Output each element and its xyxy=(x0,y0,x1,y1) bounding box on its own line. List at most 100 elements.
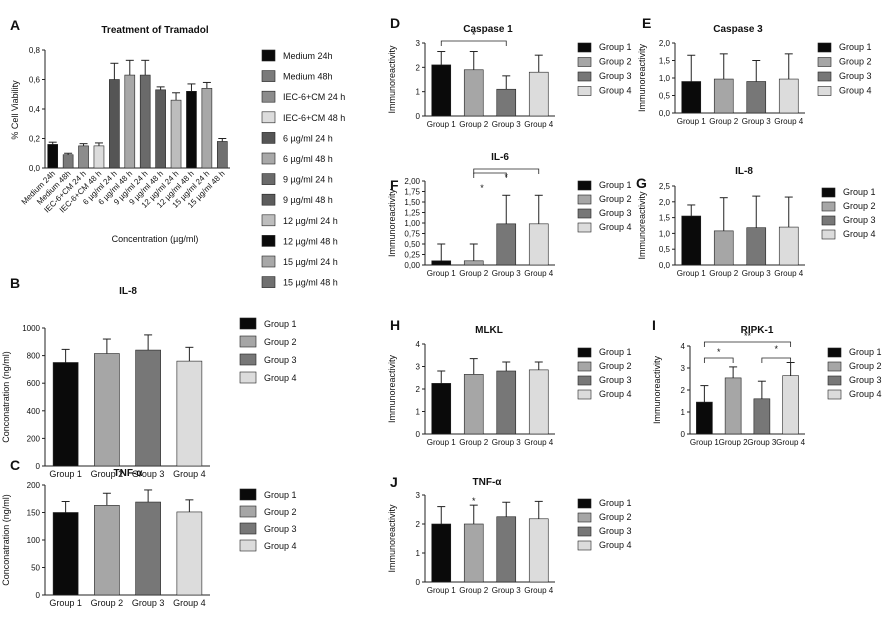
x-axis-label-a: Concentration (µg/ml) xyxy=(112,234,199,244)
bar-a-12 xyxy=(216,141,228,169)
legend-swatch xyxy=(817,57,832,67)
y-axis-label-e: Immunoreactivity xyxy=(637,43,647,112)
panel-c: C TNF-α 0 50 100 150 200 Conconatration (ng/ml)… xyxy=(1,457,297,608)
y-tick-label: 3 xyxy=(681,364,686,373)
x-tick-label: Group 4 xyxy=(774,117,803,126)
legend-swatch xyxy=(239,317,257,330)
y-tick-label: 1,50 xyxy=(404,198,420,207)
significance-bracket xyxy=(703,341,792,347)
bar-d-1 xyxy=(431,64,452,117)
x-tick-label: Group 2 xyxy=(459,269,488,278)
legend-label: Group 4 xyxy=(599,389,632,399)
panel-label-f: F xyxy=(390,177,399,193)
x-tick-label: Group 4 xyxy=(524,269,553,278)
x-tick-label: Group 1 xyxy=(427,269,456,278)
x-tick-label: Group 1 xyxy=(49,469,82,479)
significance-bracket xyxy=(473,168,540,174)
legend-swatch xyxy=(261,70,276,82)
y-axis-label-h: Immunoreactivity xyxy=(387,354,397,423)
legend-label: Group 4 xyxy=(599,540,632,550)
y-axis-label-j: Immunoreactivity xyxy=(387,504,397,573)
bar-a-9 xyxy=(170,99,182,169)
x-tick-label: Group 4 xyxy=(173,598,206,608)
bar-h-2 xyxy=(463,374,484,435)
legend-swatch xyxy=(827,347,842,358)
bar-i-1 xyxy=(696,401,713,435)
y-tick-label: 0,5 xyxy=(659,245,671,254)
y-tick-label: 0,50 xyxy=(404,240,420,249)
x-tick-label: Group 1 xyxy=(49,598,82,608)
y-tick-label: 0,00 xyxy=(404,261,420,270)
y-tick-label: 400 xyxy=(27,407,41,416)
legend-swatch xyxy=(577,540,592,551)
legend-label: Group 3 xyxy=(264,355,297,365)
x-tick-label: Group 3 xyxy=(132,598,165,608)
legend-swatch xyxy=(577,347,592,358)
y-tick-label: 0,4 xyxy=(29,105,41,114)
x-tick-label: Group 3 xyxy=(747,438,776,447)
legend-label: Group 3 xyxy=(599,71,632,81)
y-tick-label: 1000 xyxy=(22,324,40,333)
legend-label: 12 µg/ml 24 h xyxy=(283,216,338,226)
legend-label: 15 µg/ml 24 h xyxy=(283,257,338,267)
significance-mark: ** xyxy=(744,331,752,341)
x-tick-label: Group 4 xyxy=(776,438,805,447)
legend-swatch xyxy=(239,539,257,552)
y-tick-label: 150 xyxy=(27,509,41,518)
legend-swatch xyxy=(261,193,276,206)
bar-i-4 xyxy=(782,375,799,435)
y-tick-label: 50 xyxy=(31,564,40,573)
panel-label-a: A xyxy=(10,17,20,33)
bar-a-8 xyxy=(155,89,166,169)
panel-label-e: E xyxy=(642,15,651,31)
x-tick-label: Group 2 xyxy=(709,117,738,126)
bar-c-3 xyxy=(135,501,161,596)
legend-swatch xyxy=(827,361,842,372)
y-tick-label: 0,2 xyxy=(29,135,41,144)
y-tick-label: 1 xyxy=(416,88,421,97)
x-tick-label: Group 4 xyxy=(524,438,553,447)
panel-label-c: C xyxy=(10,457,20,473)
legend-label: Group 4 xyxy=(849,389,882,399)
x-tick-label: Group 3 xyxy=(742,117,771,126)
y-tick-label: 2 xyxy=(681,386,686,395)
bar-c-1 xyxy=(52,512,79,596)
y-axis-label-d: Immunoreactivity xyxy=(387,45,397,114)
bar-c-2 xyxy=(94,505,120,596)
y-tick-label: 0,75 xyxy=(404,230,420,239)
legend-swatch xyxy=(821,187,836,198)
x-tick-label: Group 1 xyxy=(677,269,706,278)
legend-swatch xyxy=(261,173,276,185)
legend-label: IEC-6+CM 24 h xyxy=(283,92,345,102)
panel-a: A Treatment of Tramadol 0,0 0,2 0,4 0,6 0,8 % C… xyxy=(10,17,345,288)
y-tick-label: 0,25 xyxy=(404,251,420,260)
bar-g-1 xyxy=(681,215,702,266)
panel-g: G IL-8 0,0 0,5 1,0 1,5 2,0 2,5 Immunoreactivity G… xyxy=(636,166,876,278)
bar-f-2 xyxy=(463,260,484,266)
y-tick-label: 2,0 xyxy=(659,198,671,207)
legend-swatch xyxy=(577,71,592,82)
legend-swatch xyxy=(577,361,592,372)
legend-swatch xyxy=(261,276,276,288)
legend-label: Group 4 xyxy=(839,86,872,96)
legend-swatch xyxy=(239,353,257,366)
bar-f-3 xyxy=(496,223,517,266)
x-tick-label: Group 1 xyxy=(427,120,456,129)
bar-g-2 xyxy=(713,230,734,266)
y-tick-label: 0,5 xyxy=(659,92,671,101)
x-tick-label: Group 2 xyxy=(91,469,124,479)
bar-b-2 xyxy=(94,353,120,467)
y-tick-label: 2 xyxy=(416,520,421,529)
bar-f-1 xyxy=(431,260,452,266)
y-tick-label: 600 xyxy=(27,379,41,388)
panel-label-j: J xyxy=(390,474,398,490)
y-tick-label: 800 xyxy=(27,352,41,361)
legend-label: Group 3 xyxy=(599,526,632,536)
bar-e-1 xyxy=(681,81,702,114)
significance-bracket xyxy=(473,172,507,178)
x-tick-label: Group 1 xyxy=(427,438,456,447)
y-axis-label-g: Immunoreactivity xyxy=(637,191,647,260)
legend-label: 9 µg/ml 24 h xyxy=(283,175,333,185)
bar-j-3 xyxy=(496,516,517,583)
